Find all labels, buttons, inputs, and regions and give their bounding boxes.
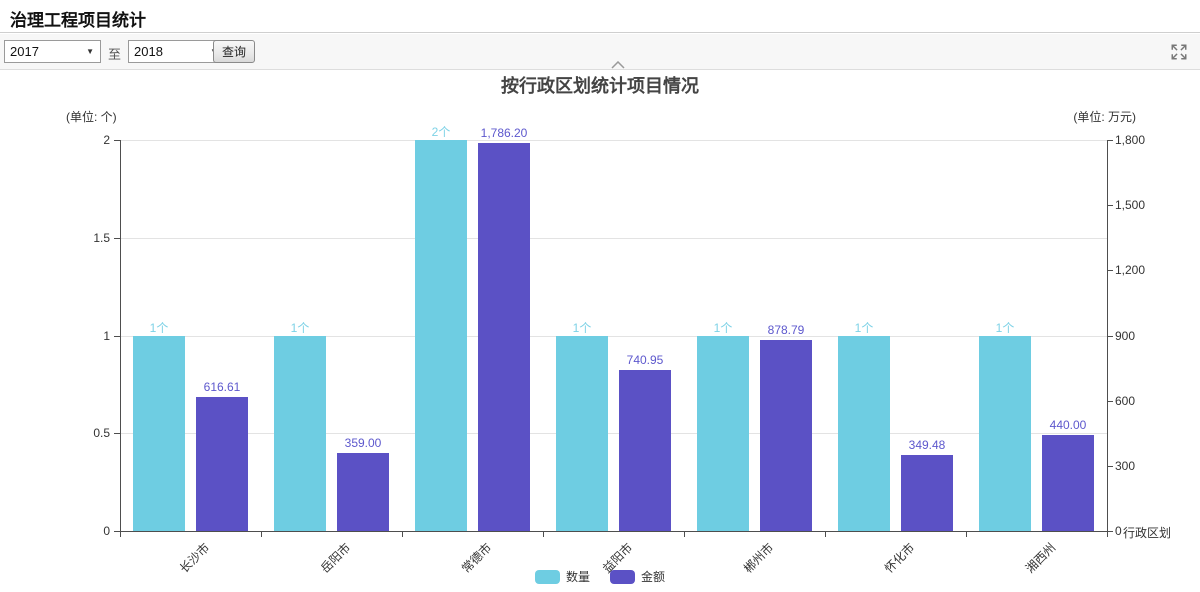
chevron-down-icon: ▼ <box>86 47 94 56</box>
chart-area: 按行政区划统计项目情况 (单位: 个) (单位: 万元) 行政区划 2 1.5 1 0… <box>0 70 1200 592</box>
right-axis-unit-label: (单位: 万元) <box>1073 110 1136 124</box>
bar-value-label: 740.95 <box>626 353 664 368</box>
y-axis-right-tick <box>1107 531 1113 532</box>
legend-label-quantity: 数量 <box>565 570 590 584</box>
y-axis-right-tick <box>1107 140 1113 141</box>
x-axis-tick <box>543 531 544 537</box>
bar-金额-益阳市[interactable] <box>619 370 671 531</box>
bar-value-label: 616.61 <box>203 380 241 395</box>
bar-金额-郴州市[interactable] <box>760 340 812 531</box>
y-axis-left-tick <box>114 335 120 337</box>
bar-数量-岳阳市[interactable] <box>274 335 326 531</box>
bar-金额-常德市[interactable] <box>478 142 530 531</box>
y-axis-right-label: 600 <box>1115 393 1136 408</box>
y-axis-right-tick <box>1107 465 1113 467</box>
y-axis-left-tick <box>114 433 120 435</box>
legend: 数量 金额 <box>0 568 1200 585</box>
x-axis-tick <box>120 531 121 537</box>
bar-value-label: 1,786.20 <box>480 125 528 140</box>
y-axis-left-tick <box>114 531 120 532</box>
year-from-value: 2017 <box>10 44 39 59</box>
bar-value-label: 878.79 <box>767 323 805 338</box>
grid-line <box>120 433 1107 435</box>
collapse-panel-caret-icon[interactable] <box>611 61 625 69</box>
left-axis-unit-label: (单位: 个) <box>66 110 117 124</box>
y-axis-right-tick <box>1107 335 1113 337</box>
page-header: 治理工程项目统计 <box>0 0 1200 33</box>
bar-数量-郴州市[interactable] <box>697 335 749 531</box>
year-to-value: 2018 <box>134 44 163 59</box>
bar-value-label: 1个 <box>572 320 592 335</box>
y-axis-right-label: 1,800 <box>1115 133 1146 147</box>
grid-line <box>120 237 1107 239</box>
fullscreen-expand-icon[interactable] <box>1170 43 1188 61</box>
x-axis <box>120 531 1108 532</box>
bar-value-label: 2个 <box>431 125 451 139</box>
to-label: 至 <box>108 47 122 62</box>
y-axis-right-label: 0 <box>1115 524 1122 538</box>
y-axis-left-tick <box>114 140 120 141</box>
x-axis-tick <box>261 531 262 537</box>
query-button[interactable]: 查询 <box>213 40 256 63</box>
legend-swatch-quantity <box>534 569 560 584</box>
bar-数量-常德市[interactable] <box>415 140 467 531</box>
grid-line <box>120 335 1107 337</box>
y-axis-right-tick <box>1107 400 1113 402</box>
bar-value-label: 440.00 <box>1049 418 1087 433</box>
x-axis-tick <box>684 531 685 537</box>
bar-金额-岳阳市[interactable] <box>337 453 389 531</box>
legend-item-quantity[interactable]: 数量 <box>534 568 590 585</box>
y-axis-left-label: 1 <box>103 328 110 343</box>
bar-value-label: 1个 <box>149 320 169 335</box>
bar-value-label: 359.00 <box>344 436 382 451</box>
legend-item-amount[interactable]: 金额 <box>610 568 665 585</box>
bar-数量-益阳市[interactable] <box>556 335 608 531</box>
y-axis-left-label: 0 <box>103 524 110 538</box>
y-axis-right-label: 300 <box>1115 458 1136 473</box>
y-axis-right-label: 900 <box>1115 328 1136 343</box>
bar-value-label: 1个 <box>713 320 733 335</box>
legend-label-amount: 金额 <box>641 570 666 584</box>
y-axis-right-tick <box>1107 270 1113 272</box>
x-axis-tick <box>402 531 403 537</box>
x-axis-tick <box>1107 531 1108 537</box>
bar-金额-长沙市[interactable] <box>196 397 248 531</box>
bar-value-label: 1个 <box>290 320 310 335</box>
bar-数量-怀化市[interactable] <box>838 335 890 531</box>
x-axis-name: 行政区划 <box>1123 526 1172 540</box>
y-axis-left-tick <box>114 237 120 239</box>
y-axis-right-label: 1,200 <box>1115 263 1146 278</box>
bar-value-label: 1个 <box>854 320 874 335</box>
grid-line <box>120 140 1107 141</box>
x-axis-tick <box>966 531 967 537</box>
year-from-select[interactable]: 2017 ▼ <box>4 40 101 63</box>
y-axis-left-label: 2 <box>103 133 110 147</box>
bar-数量-湘西州[interactable] <box>979 335 1031 531</box>
bar-value-label: 1个 <box>995 320 1015 335</box>
chart-title: 按行政区划统计项目情况 <box>501 76 699 96</box>
legend-swatch-amount <box>610 569 635 584</box>
bar-金额-怀化市[interactable] <box>901 455 953 531</box>
y-axis-left-label: 1.5 <box>93 230 110 245</box>
toolbar: 2017 ▼ 至 2018 ▼ 查询 <box>0 34 1200 70</box>
y-axis-right-label: 1,500 <box>1115 198 1146 213</box>
bar-金额-湘西州[interactable] <box>1042 435 1094 531</box>
y-axis-left <box>120 140 121 531</box>
bar-value-label: 349.48 <box>908 438 946 453</box>
page-title: 治理工程项目统计 <box>10 11 146 30</box>
x-axis-tick <box>825 531 826 537</box>
y-axis-left-label: 0.5 <box>93 426 110 441</box>
y-axis-right-tick <box>1107 205 1113 207</box>
year-to-select[interactable]: 2018 ▼ <box>128 40 225 63</box>
bar-数量-长沙市[interactable] <box>133 335 185 531</box>
